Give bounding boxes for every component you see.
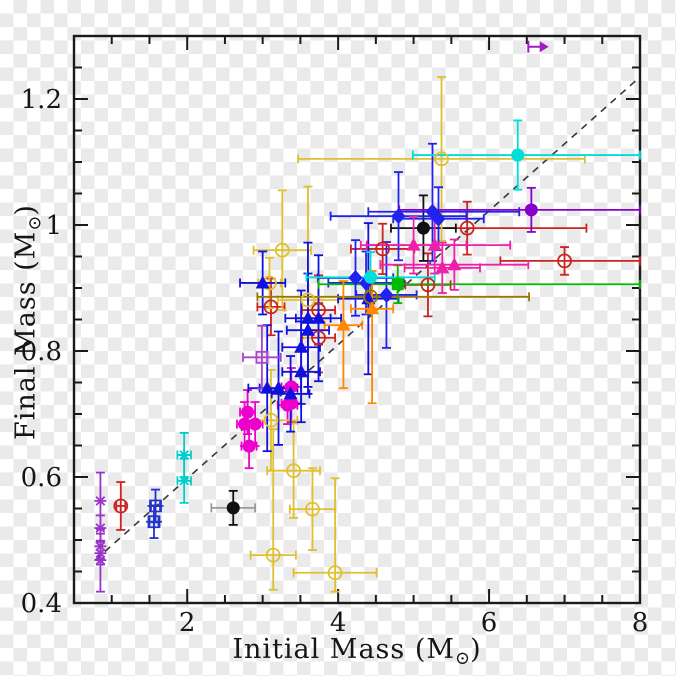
markers-cyan-asterisks bbox=[178, 448, 191, 487]
y-axis-title: Final Mass (M⊙) bbox=[10, 204, 46, 440]
data-markers bbox=[94, 148, 572, 581]
y-tick-label: 0.4 bbox=[21, 589, 62, 619]
error-bars-gold-open-circles bbox=[243, 76, 586, 593]
y-axis-title-close: ) bbox=[10, 204, 42, 216]
x-tick-label: 2 bbox=[179, 608, 196, 638]
markers-purple-filled-circle bbox=[524, 203, 538, 217]
markers-blue-filled-triangles bbox=[255, 275, 376, 400]
markers-olive-open-circle bbox=[363, 289, 378, 305]
x-axis-title: Initial Mass (M⊙) bbox=[74, 634, 640, 669]
axis-ticks bbox=[74, 36, 641, 604]
markers-purple-open-square bbox=[255, 350, 269, 364]
x-tick-label: 8 bbox=[632, 608, 649, 638]
x-axis-title-text: Initial Mass (M bbox=[232, 634, 456, 665]
markers-gold-open-circles bbox=[262, 151, 449, 581]
lower-limit-arrow bbox=[527, 40, 549, 53]
x-axis-title-close: ) bbox=[470, 634, 482, 665]
markers-cyan-filled-circles bbox=[364, 148, 525, 284]
error-bars-red-open-circles bbox=[115, 200, 641, 531]
x-tick-label: 4 bbox=[330, 608, 347, 638]
sun-symbol: ⊙ bbox=[24, 215, 46, 231]
markers-violet-asterisks bbox=[94, 494, 107, 567]
y-tick-label: 0.6 bbox=[21, 463, 62, 493]
markers-red-open-circles bbox=[113, 220, 572, 514]
markers-green-filled-square bbox=[391, 278, 404, 291]
markers-black-circle-gray-xerr bbox=[226, 501, 240, 515]
y-tick-label: 0.8 bbox=[21, 337, 62, 367]
y-tick-label: 1.2 bbox=[21, 85, 62, 115]
markers-orange-filled-triangles bbox=[336, 301, 380, 331]
x-tick-label: 6 bbox=[481, 608, 498, 638]
y-axis-title-text: Final Mass (M bbox=[10, 230, 42, 440]
markers-magenta-filled-circles bbox=[238, 380, 298, 453]
tick-labels: 2 4 6 8 0.4 0.6 0.8 1 1.2 bbox=[21, 85, 649, 638]
markers-blue-open-squares bbox=[145, 497, 164, 530]
markers-black-circle bbox=[416, 221, 430, 235]
markers-magenta-filled-triangles bbox=[406, 237, 462, 274]
error-bars bbox=[95, 76, 641, 593]
error-bars-purple-open-square bbox=[242, 324, 282, 390]
error-bars-blue-filled-triangles bbox=[239, 222, 400, 453]
error-bars-cyan-asterisks bbox=[176, 431, 192, 504]
y-tick-label: 1 bbox=[45, 211, 62, 241]
sun-symbol: ⊙ bbox=[455, 648, 471, 669]
